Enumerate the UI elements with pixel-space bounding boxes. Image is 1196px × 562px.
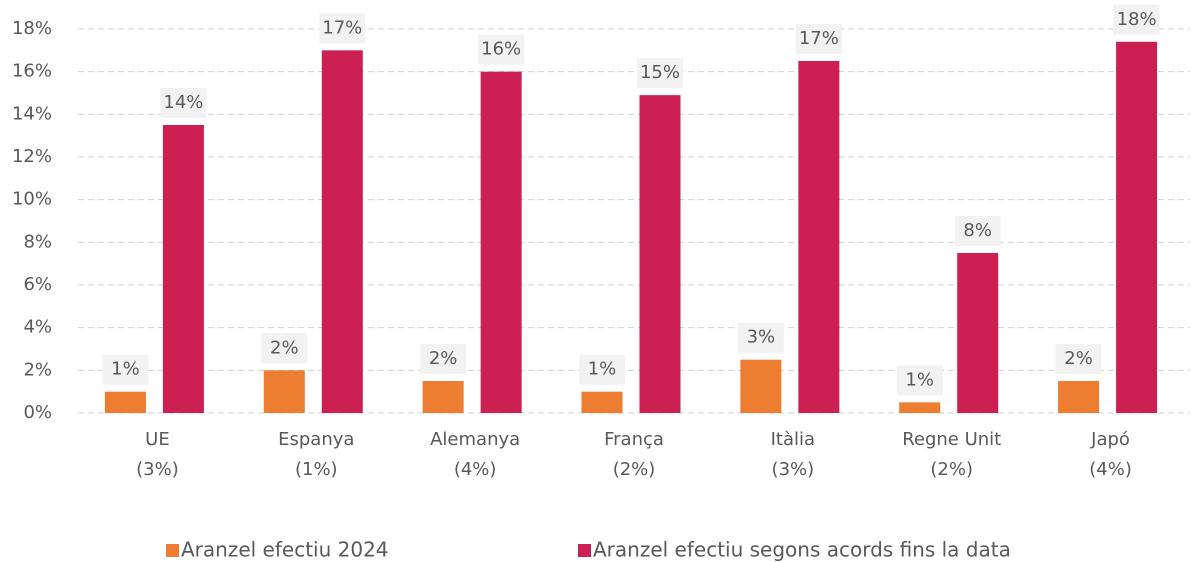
bar [899, 402, 941, 413]
bar [798, 61, 840, 413]
value-label-bg [896, 365, 943, 396]
bar [321, 50, 363, 413]
value-label-bg [579, 354, 625, 385]
value-label: 1% [588, 359, 617, 380]
value-label: 2% [1064, 348, 1093, 369]
bar [162, 125, 204, 413]
y-tick-label: 10% [12, 189, 52, 210]
value-label: 16% [481, 39, 521, 60]
bar [740, 359, 782, 413]
y-tick-label: 8% [23, 231, 52, 252]
value-label: 8% [963, 220, 992, 241]
y-tick-label: 18% [12, 18, 52, 39]
bar [263, 370, 305, 413]
legend-swatch [166, 544, 179, 557]
y-tick-label: 12% [12, 146, 52, 167]
x-tick-label: França (2%) [604, 429, 664, 480]
value-label: 2% [270, 337, 299, 358]
y-tick-label: 4% [23, 317, 52, 338]
value-label-bg [737, 322, 784, 353]
y-tick-label: 0% [23, 402, 52, 423]
legend-label: Aranzel efectiu segons acords fins la da… [593, 538, 1011, 562]
bar [957, 253, 999, 413]
x-tick-label: UE (3%) [136, 429, 179, 480]
value-label: 3% [747, 327, 776, 348]
x-tick-label: Itàlia (3%) [771, 429, 815, 480]
y-tick-label: 6% [23, 274, 52, 295]
legend-swatch [578, 544, 591, 557]
value-label-bg [319, 13, 366, 44]
bar [1116, 41, 1158, 414]
value-label-bg [261, 333, 308, 364]
value-label: 17% [799, 28, 839, 49]
bar [480, 71, 522, 414]
value-label-bg [478, 34, 525, 65]
bar [581, 391, 623, 413]
bar [422, 381, 464, 413]
value-label-bg [637, 58, 683, 89]
value-label-bg [1055, 344, 1102, 374]
x-tick-label: Alemanya (4%) [430, 429, 520, 480]
value-label-bg [954, 216, 1001, 246]
legend-label: Aranzel efectiu 2024 [181, 538, 389, 562]
value-label: 17% [322, 17, 362, 38]
value-label-bg [795, 24, 842, 54]
x-tick-label: Regne Unit (2%) [902, 429, 1001, 480]
value-label: 2% [429, 348, 458, 369]
y-tick-label: 2% [23, 359, 52, 380]
x-tick-label: Japó (4%) [1089, 429, 1132, 480]
bar [1058, 381, 1100, 413]
value-label-bg [160, 88, 207, 118]
value-label: 15% [640, 62, 680, 83]
value-label-bg [1113, 4, 1160, 35]
value-label-bg [102, 354, 149, 385]
y-tick-label: 16% [12, 61, 52, 82]
value-label: 18% [1117, 9, 1157, 30]
value-label: 1% [905, 369, 934, 390]
value-label-bg [420, 344, 467, 374]
value-label: 1% [111, 359, 140, 380]
bar [104, 391, 146, 413]
y-tick-label: 14% [12, 103, 52, 124]
value-label: 14% [163, 92, 203, 113]
x-tick-label: Espanya (1%) [278, 429, 354, 480]
bar [639, 95, 681, 413]
